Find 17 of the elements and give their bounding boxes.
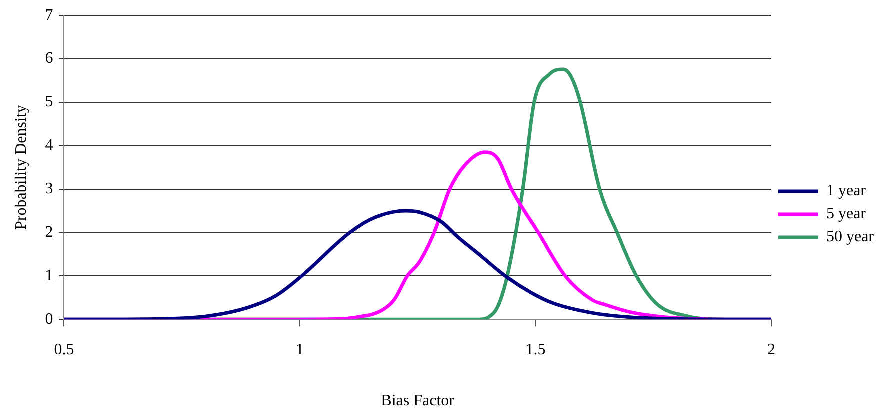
y-tick-label: 4 — [45, 137, 54, 154]
legend-label: 50 year — [826, 228, 875, 246]
legend-label: 1 year — [826, 182, 867, 200]
y-axis-title: Probability Density — [12, 105, 30, 230]
x-tick-label: 1.5 — [526, 341, 546, 358]
y-tick-label: 6 — [45, 50, 54, 68]
legend-label: 5 year — [826, 206, 867, 223]
y-tick-label: 0 — [45, 310, 54, 328]
y-tick-label: 7 — [45, 6, 54, 24]
y-tick-label: 3 — [45, 180, 54, 198]
x-tick-label: 0.5 — [54, 341, 74, 358]
x-axis-title: Bias Factor — [381, 392, 456, 410]
y-tick-label: 5 — [45, 94, 54, 111]
x-tick-label: 1 — [296, 341, 304, 358]
y-tick-label: 1 — [45, 267, 54, 284]
x-tick-label: 2 — [767, 341, 776, 358]
y-tick-label: 2 — [45, 224, 54, 241]
